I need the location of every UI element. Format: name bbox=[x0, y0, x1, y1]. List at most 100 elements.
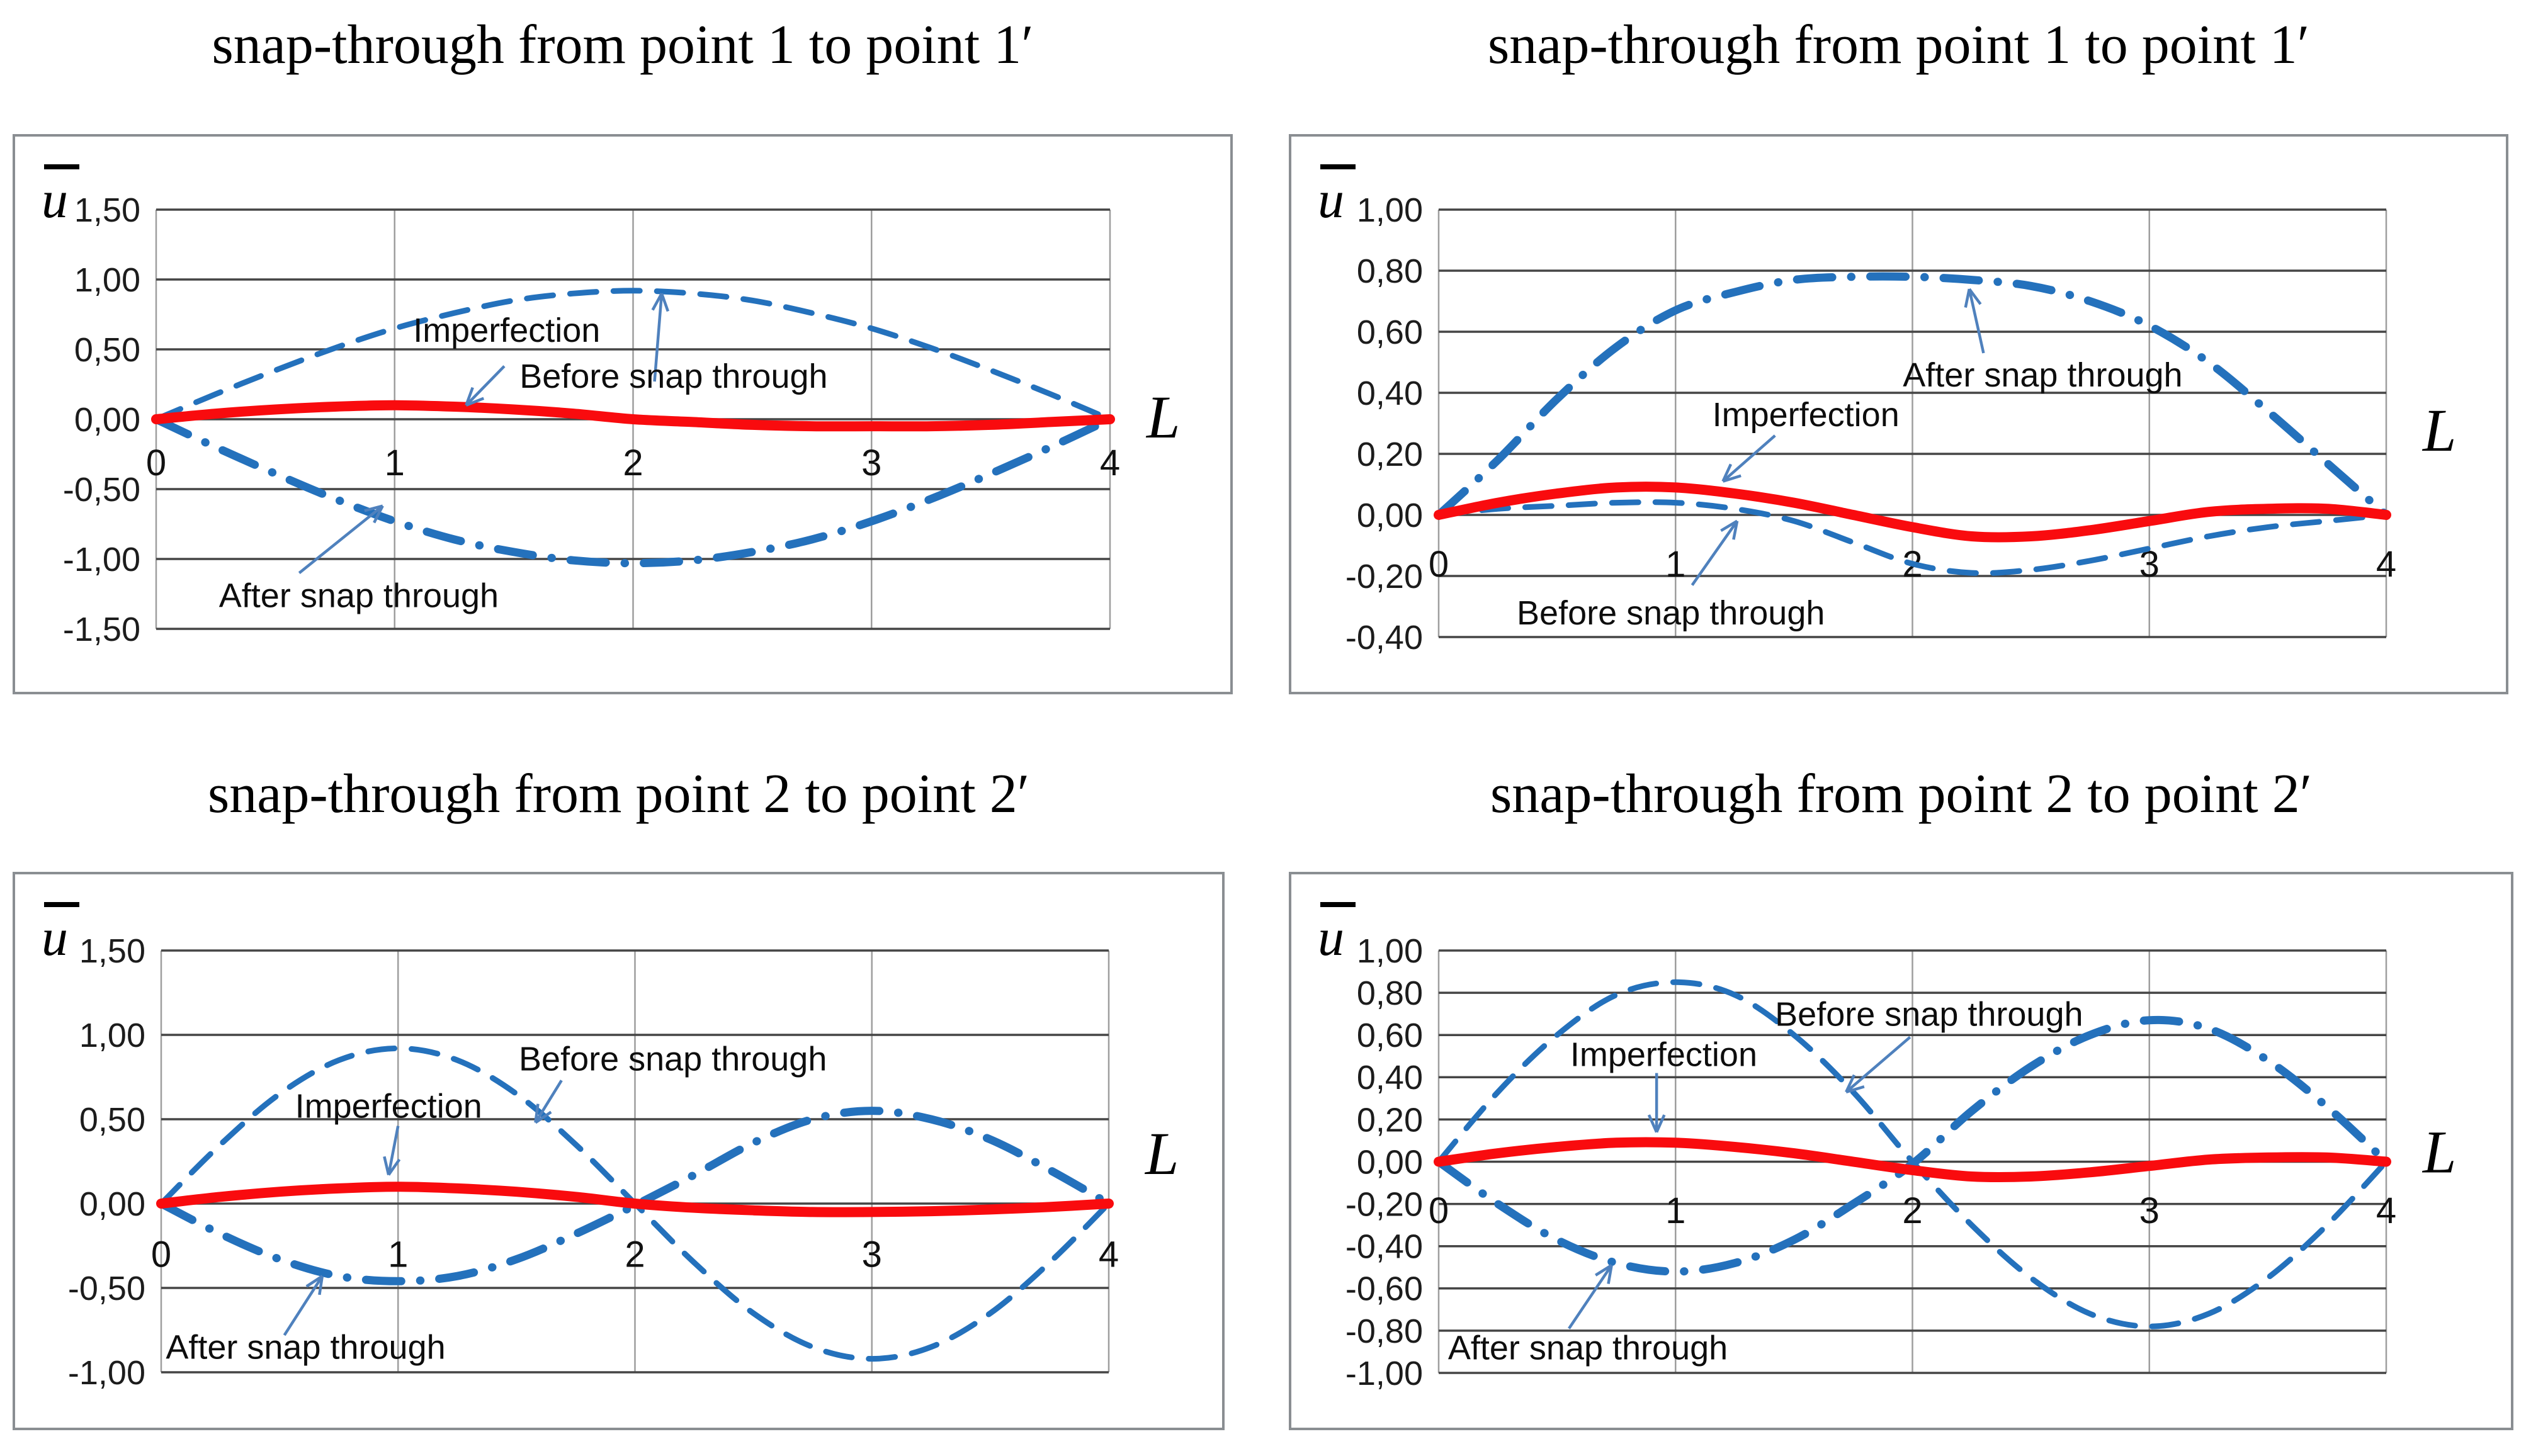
y-tick-label: 0,20 bbox=[1357, 436, 1423, 473]
annotation-arrowhead bbox=[465, 387, 474, 406]
y-tick-label: -0,50 bbox=[63, 471, 140, 509]
chart-panel-2: 1,00 0,80 0,60 0,40 0,20 0,00 -0,20 -0,40 0 1 2 3 4 u… bbox=[1289, 134, 2508, 694]
x-tick-label: 4 bbox=[1100, 443, 1120, 483]
annotation-arrowhead bbox=[1721, 463, 1733, 482]
y-tick-label: 0,60 bbox=[1357, 1017, 1423, 1054]
x-tick-label: 0 bbox=[1429, 1190, 1449, 1231]
annotation-label: Imperfection bbox=[1713, 396, 1900, 434]
x-tick-label: 3 bbox=[862, 1234, 882, 1275]
annotation-label: Before snap through bbox=[1517, 594, 1825, 632]
annotation-arrow bbox=[387, 1126, 400, 1175]
x-tick-label: 3 bbox=[2139, 1190, 2160, 1231]
x-tick-label: 4 bbox=[2376, 544, 2396, 585]
x-tick-label: 1 bbox=[1665, 544, 1685, 585]
annotation-arrowhead bbox=[1845, 1085, 1865, 1093]
x-axis-label: L bbox=[2421, 397, 2456, 464]
y-tick-label: -0,20 bbox=[1345, 1186, 1423, 1224]
annotation-label: After snap through bbox=[1903, 356, 2182, 394]
y-tick-label: 0,50 bbox=[79, 1101, 145, 1139]
y-tick-label: 1,50 bbox=[74, 191, 140, 229]
annotation-label: Imperfection bbox=[1570, 1036, 1757, 1073]
annotation-arrowhead bbox=[1607, 1265, 1613, 1284]
annotation-arrow bbox=[534, 1080, 563, 1124]
annotation-label: After snap through bbox=[219, 577, 499, 615]
chart-title-4: snap-through from point 2 to point 2′ bbox=[1490, 764, 2312, 825]
annotation-label: Imperfection bbox=[413, 312, 600, 349]
y-tick-label: -1,00 bbox=[63, 541, 140, 578]
series-after-snap-through bbox=[152, 415, 1114, 568]
annotation-label: Before snap through bbox=[519, 358, 827, 395]
annotation-arrowhead bbox=[1647, 1114, 1658, 1133]
annotation-arrowhead bbox=[1720, 519, 1738, 533]
annotation-arrowhead bbox=[1595, 1263, 1612, 1277]
y-axis-overbar bbox=[1320, 164, 1356, 169]
annotation-arrowhead bbox=[1964, 288, 1971, 308]
y-tick-label: 1,00 bbox=[79, 1017, 145, 1054]
y-axis-overbar bbox=[1320, 902, 1356, 907]
annotation-arrowhead bbox=[1722, 474, 1742, 483]
chart-title-2: snap-through from point 1 to point 1′ bbox=[1488, 14, 2309, 76]
y-axis-label: u bbox=[1318, 908, 1344, 967]
annotation-arrowhead bbox=[387, 1158, 401, 1176]
annotation-arrowhead bbox=[364, 504, 383, 512]
y-tick-label: -0,50 bbox=[68, 1270, 145, 1307]
annotation-arrowhead bbox=[305, 1275, 324, 1288]
annotation-arrow bbox=[1968, 288, 1985, 354]
y-tick-label: -0,20 bbox=[1345, 558, 1423, 595]
annotation-arrowhead bbox=[1968, 288, 1982, 305]
x-axis-label: L bbox=[1145, 383, 1180, 451]
annotation-arrow bbox=[465, 365, 506, 407]
y-tick-label: 0,40 bbox=[1357, 1059, 1423, 1097]
x-tick-label: 1 bbox=[385, 443, 405, 483]
y-tick-label: 0,40 bbox=[1357, 375, 1423, 412]
annotation-arrowhead bbox=[660, 293, 670, 312]
x-axis-label: L bbox=[1144, 1120, 1179, 1187]
y-tick-label: 0,50 bbox=[74, 331, 140, 369]
annotation-arrow bbox=[1845, 1036, 1911, 1093]
series-before-snap-through bbox=[153, 288, 1113, 422]
series-imperfection bbox=[1434, 482, 2391, 543]
x-tick-label: 2 bbox=[625, 1234, 645, 1275]
series-before-snap-through bbox=[1436, 499, 2389, 577]
annotation-arrow bbox=[283, 1275, 324, 1336]
chart-svg-4: 1,00 0,80 0,60 0,40 0,20 0,00 -0,20 -0,40 -0,60 -… bbox=[1318, 902, 2456, 1392]
annotation-arrowhead bbox=[535, 1110, 552, 1124]
x-axis-label: L bbox=[2421, 1118, 2456, 1185]
annotation-arrowhead bbox=[1845, 1074, 1855, 1093]
y-tick-label: 0,00 bbox=[1357, 497, 1423, 534]
annotation-arrowhead bbox=[1732, 521, 1739, 540]
chart-title-3: snap-through from point 2 to point 2′ bbox=[208, 764, 1029, 825]
annotation-label: Before snap through bbox=[1775, 996, 2083, 1034]
y-axis-label: u bbox=[1318, 171, 1344, 229]
x-tick-label: 2 bbox=[623, 443, 643, 483]
series-imperfection bbox=[1434, 1137, 2391, 1183]
annotation-arrowhead bbox=[1655, 1114, 1666, 1133]
y-axis-label: u bbox=[42, 908, 68, 967]
annotation-arrow bbox=[653, 293, 664, 382]
x-tick-label: 2 bbox=[1902, 1190, 1922, 1231]
y-tick-label: 0,60 bbox=[1357, 313, 1423, 351]
annotation-arrowhead bbox=[534, 1103, 540, 1123]
y-axis-overbar bbox=[44, 902, 79, 907]
y-axis-label: u bbox=[42, 171, 68, 229]
annotation-arrow bbox=[1722, 434, 1776, 483]
y-tick-label: -1,50 bbox=[63, 611, 140, 648]
y-tick-label: 1,50 bbox=[79, 932, 145, 970]
annotation-arrowhead bbox=[383, 1156, 390, 1175]
series-after-snap-through bbox=[1434, 272, 2391, 519]
annotation-label: After snap through bbox=[166, 1329, 445, 1367]
annotation-arrowhead bbox=[318, 1275, 324, 1295]
x-tick-label: 0 bbox=[1429, 544, 1449, 585]
x-tick-label: 1 bbox=[1665, 1190, 1685, 1231]
annotation-arrowhead bbox=[651, 293, 663, 311]
chart-svg-3: 1,50 1,00 0,50 0,00 -0,50 -1,00 0 1 2 3 4 u L Before … bbox=[42, 902, 1179, 1392]
annotation-label: Imperfection bbox=[295, 1087, 482, 1125]
y-tick-label: 1,00 bbox=[74, 261, 140, 299]
y-tick-label: 0,20 bbox=[1357, 1101, 1423, 1139]
y-axis-overbar bbox=[44, 164, 79, 169]
annotation-label: After snap through bbox=[1448, 1329, 1728, 1367]
y-tick-label: -0,80 bbox=[1345, 1312, 1423, 1350]
y-tick-label: -1,00 bbox=[68, 1354, 145, 1392]
y-tick-label: 1,00 bbox=[1357, 191, 1423, 229]
annotation-arrow bbox=[1691, 520, 1738, 586]
